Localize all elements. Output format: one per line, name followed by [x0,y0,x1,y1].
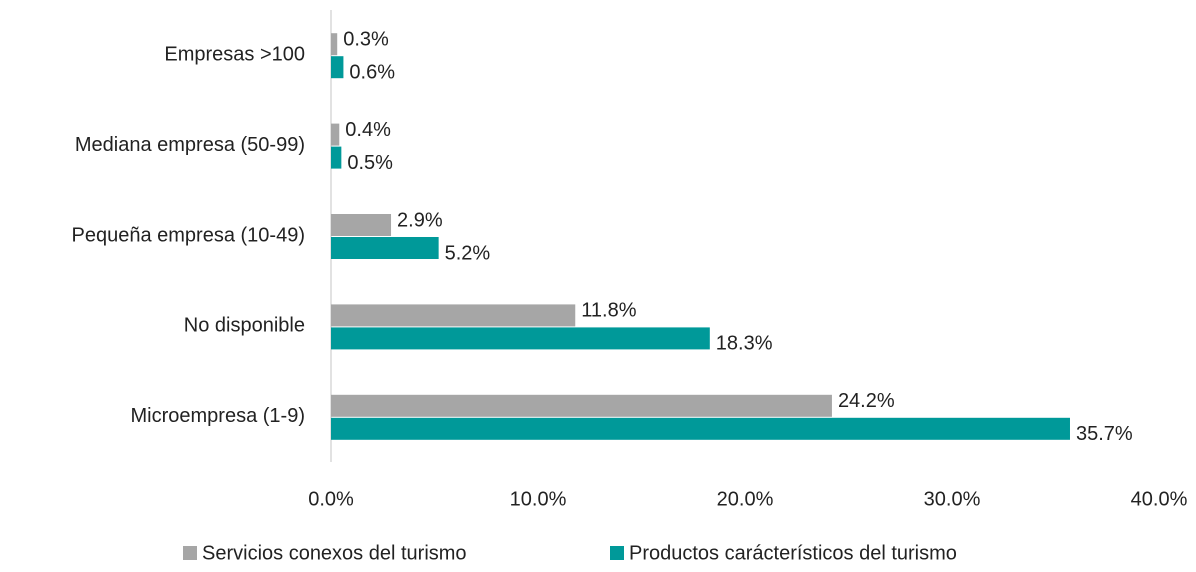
x-tick-label: 30.0% [924,488,981,510]
bar [331,146,342,169]
y-tick-label: Empresas >100 [164,43,305,65]
legend-label: Productos carácterísticos del turismo [629,542,957,564]
value-label: 18.3% [716,333,773,355]
legend-label: Servicios conexos del turismo [202,542,467,564]
x-tick-label: 10.0% [510,488,567,510]
value-label: 2.9% [397,209,443,231]
y-tick-label: No disponible [184,315,305,337]
legend-swatch [183,546,197,560]
x-tick-label: 0.0% [308,488,354,510]
x-tick-label: 20.0% [717,488,774,510]
value-label: 35.7% [1076,423,1133,445]
bar [331,214,392,236]
value-label: 0.4% [345,119,391,141]
value-label: 11.8% [581,300,636,322]
bar [331,33,338,56]
bar [331,237,439,259]
y-tick-label: Mediana empresa (50-99) [75,134,305,156]
x-tick-label: 40.0% [1131,488,1188,510]
bar [331,123,340,146]
bar [331,304,576,327]
value-label: 0.5% [347,152,393,174]
bar [331,417,1070,440]
bar [331,56,344,79]
value-label: 0.3% [343,28,389,50]
y-tick-label: Microempresa (1-9) [131,405,305,427]
legend-swatch [610,546,624,560]
bar [331,327,710,350]
value-label: 5.2% [445,242,491,264]
bar [331,394,832,417]
value-label: 0.6% [349,61,395,83]
value-label: 24.2% [838,390,895,412]
y-tick-label: Pequeña empresa (10-49) [72,224,305,246]
